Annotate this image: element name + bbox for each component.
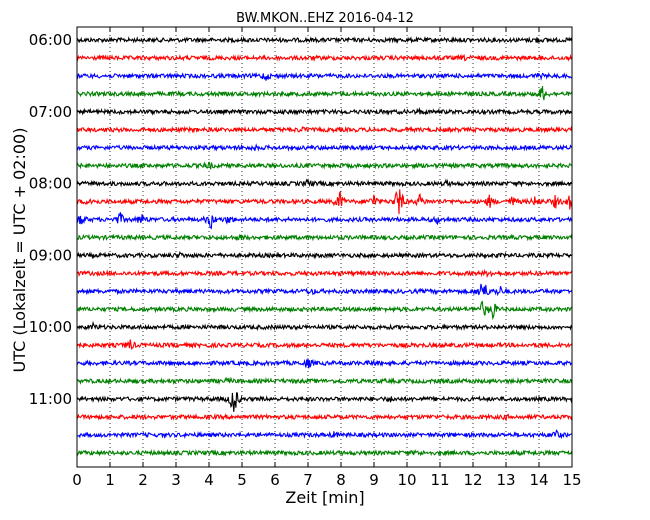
x-tick-label: 4 — [204, 471, 214, 489]
x-tick-label: 8 — [336, 471, 346, 489]
x-tick-label: 2 — [138, 471, 148, 489]
trace-1045 — [76, 376, 573, 386]
trace-0830 — [76, 212, 573, 230]
trace-0845 — [76, 233, 573, 242]
x-tick-label: 7 — [303, 471, 313, 489]
trace-1030 — [76, 358, 573, 369]
trace-0745 — [76, 161, 573, 170]
x-tick-label: 11 — [430, 471, 449, 489]
y-tick-label: 11:00 — [29, 390, 72, 408]
x-tick-label: 10 — [397, 471, 416, 489]
trace-1115 — [76, 412, 573, 422]
y-tick-label: 09:00 — [29, 246, 72, 264]
x-tick-label: 9 — [369, 471, 379, 489]
x-tick-label: 1 — [105, 471, 115, 489]
y-tick-label: 07:00 — [29, 103, 72, 121]
trace-0615 — [76, 53, 573, 62]
x-tick-label: 5 — [237, 471, 247, 489]
trace-0945 — [76, 300, 572, 321]
y-axis-label: UTC (Lokalzeit = UTC + 02:00) — [10, 127, 29, 373]
x-tick-label: 13 — [496, 471, 515, 489]
chart-title: BW.MKON..EHZ 2016-04-12 — [236, 11, 414, 26]
trace-1100 — [76, 392, 573, 412]
trace-1130 — [76, 429, 573, 440]
y-tick-label: 06:00 — [29, 31, 72, 49]
trace-0900 — [76, 250, 572, 260]
trace-0645 — [76, 86, 573, 101]
trace-0730 — [76, 143, 573, 152]
trace-0915 — [77, 268, 573, 279]
trace-0930 — [76, 283, 573, 297]
x-tick-label: 14 — [529, 471, 548, 489]
y-tick-label: 08:00 — [29, 175, 72, 193]
x-tick-label: 3 — [171, 471, 181, 489]
trace-0815 — [76, 189, 573, 215]
trace-0630 — [76, 71, 573, 81]
x-tick-label: 6 — [270, 471, 280, 489]
x-tick-label: 15 — [562, 471, 581, 489]
trace-0600 — [76, 35, 573, 44]
trace-0715 — [76, 125, 573, 134]
trace-0700 — [76, 106, 573, 116]
plot-frame — [76, 26, 573, 468]
trace-1145 — [76, 448, 573, 457]
y-tick-label: 10:00 — [29, 318, 72, 336]
x-tick-label: 0 — [72, 471, 82, 489]
trace-0800 — [76, 177, 573, 188]
trace-1015 — [76, 339, 573, 350]
trace-1000 — [76, 320, 573, 332]
x-tick-label: 12 — [463, 471, 482, 489]
x-axis-label: Zeit [min] — [285, 488, 365, 507]
